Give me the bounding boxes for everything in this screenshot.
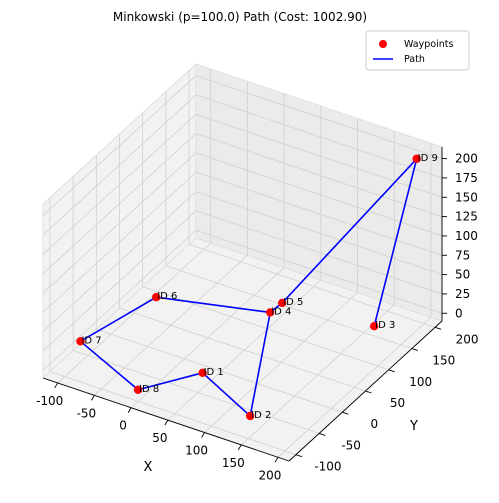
waypoint-label: ID 9 <box>418 153 438 164</box>
x-tick-label: 200 <box>259 468 282 482</box>
y-tick-mark <box>318 432 326 436</box>
waypoint-marker <box>412 154 421 163</box>
x-tick-label: -100 <box>36 394 63 408</box>
z-tick-label: 150 <box>455 190 478 204</box>
z-tick-label: 200 <box>455 152 478 166</box>
z-tick-label: 175 <box>455 171 478 185</box>
y-gridline-floor <box>96 328 343 413</box>
waypoint-label: ID 2 <box>251 410 271 421</box>
z-tick-label: 25 <box>455 287 470 301</box>
z-tick-label: 100 <box>455 229 478 243</box>
legend-waypoints-label: Waypoints <box>404 39 453 50</box>
z-gridline-back <box>195 94 443 179</box>
z-gridline-left <box>42 191 197 332</box>
z-gridline-back <box>195 171 443 256</box>
z-tick-label: 125 <box>455 210 478 224</box>
y-tick-label: 150 <box>432 354 455 368</box>
y-tick-label: 200 <box>456 332 479 346</box>
z-gridline-left <box>42 229 197 371</box>
x-tick-label: -50 <box>77 406 97 420</box>
waypoint-marker <box>245 411 255 421</box>
z-gridline-back <box>195 191 443 275</box>
x-tick-label: 50 <box>152 431 167 445</box>
z-gridline-back <box>195 210 443 295</box>
y-tick-label: 100 <box>409 375 432 389</box>
waypoint-marker <box>76 337 85 346</box>
z-gridline-left <box>42 133 197 274</box>
legend-path-label: Path <box>404 54 425 65</box>
y-tick-label: 0 <box>370 417 378 431</box>
x-axis-label: X <box>144 460 153 475</box>
y-tick-mark <box>365 390 372 394</box>
z-gridline-back <box>195 133 443 217</box>
y-tick-mark <box>295 454 303 458</box>
waypoint-marker <box>152 292 161 302</box>
y-tick-label: 50 <box>390 396 405 410</box>
z-gridline-left <box>42 152 197 294</box>
tick-labels: -100-50050100150200-100-5005010015020002… <box>36 152 478 483</box>
z-gridline-left <box>42 210 197 352</box>
z-gridline-left <box>42 75 197 216</box>
legend-box <box>365 30 470 71</box>
y-tick-mark <box>411 348 419 352</box>
z-gridline-left <box>42 171 197 313</box>
x-tick-mark <box>237 444 242 451</box>
z-gridline-left <box>42 113 197 255</box>
z-gridline-back <box>195 75 443 159</box>
grid-lines <box>42 68 443 458</box>
y-tick-mark <box>434 326 442 330</box>
y-gridline-floor <box>49 371 297 456</box>
chart-title: Minkowski (p=100.0) Path (Cost: 1002.90) <box>113 10 367 24</box>
x-tick-label: 150 <box>222 456 245 470</box>
x-tick-label: 0 <box>119 419 127 433</box>
x-tick-mark <box>127 407 132 413</box>
y-gridline-floor <box>188 243 436 328</box>
x-tick-mark <box>274 457 279 463</box>
legend-waypoints-marker <box>379 40 387 48</box>
x-tick-label: 100 <box>185 444 208 458</box>
y-gridline-floor <box>119 307 366 392</box>
x-axis-line <box>42 377 290 462</box>
z-gridline-back <box>195 229 443 314</box>
y-tick-label: -50 <box>341 438 361 452</box>
legend: Waypoints Path <box>365 30 470 71</box>
waypoint-marker <box>198 368 207 378</box>
waypoint-marker <box>278 298 287 308</box>
waypoint-label: ID 3 <box>375 320 395 331</box>
axis-lines <box>42 147 447 463</box>
path-line-branch <box>269 157 418 327</box>
x-tick-mark <box>54 382 59 389</box>
x-tick-mark <box>164 419 169 426</box>
series-layer: ID 1 ID 2 ID 3 ID 4ID 5 ID 6 ID 7 ID 8 ID 9 <box>76 153 438 421</box>
waypoint-label: ID 5 <box>283 297 303 308</box>
y-axis-label: Y <box>409 419 418 434</box>
y-gridline-floor <box>165 265 412 349</box>
waypoint-label: ID 4 <box>271 306 291 317</box>
y-gridline-floor <box>73 350 320 434</box>
waypoint-marker <box>369 322 379 331</box>
waypoint-marker <box>266 308 275 317</box>
waypoint-label: ID 8 <box>139 384 159 395</box>
waypoint-label: ID 7 <box>81 335 101 346</box>
y-tick-mark <box>342 411 349 415</box>
z-tick-label: 75 <box>455 248 470 262</box>
y-tick-label: -100 <box>314 460 341 474</box>
waypoint-label: ID 1 <box>204 367 224 378</box>
x-tick-mark <box>201 432 205 438</box>
z-tick-label: 0 <box>455 306 463 320</box>
z-gridline-left <box>42 94 197 236</box>
waypoint-marker <box>133 385 143 394</box>
x-tick-mark <box>91 395 95 401</box>
z-tick-label: 50 <box>455 268 470 282</box>
waypoint-label: ID 6 <box>157 291 177 302</box>
z-gridline-back <box>195 113 443 198</box>
y-tick-mark <box>388 369 395 373</box>
